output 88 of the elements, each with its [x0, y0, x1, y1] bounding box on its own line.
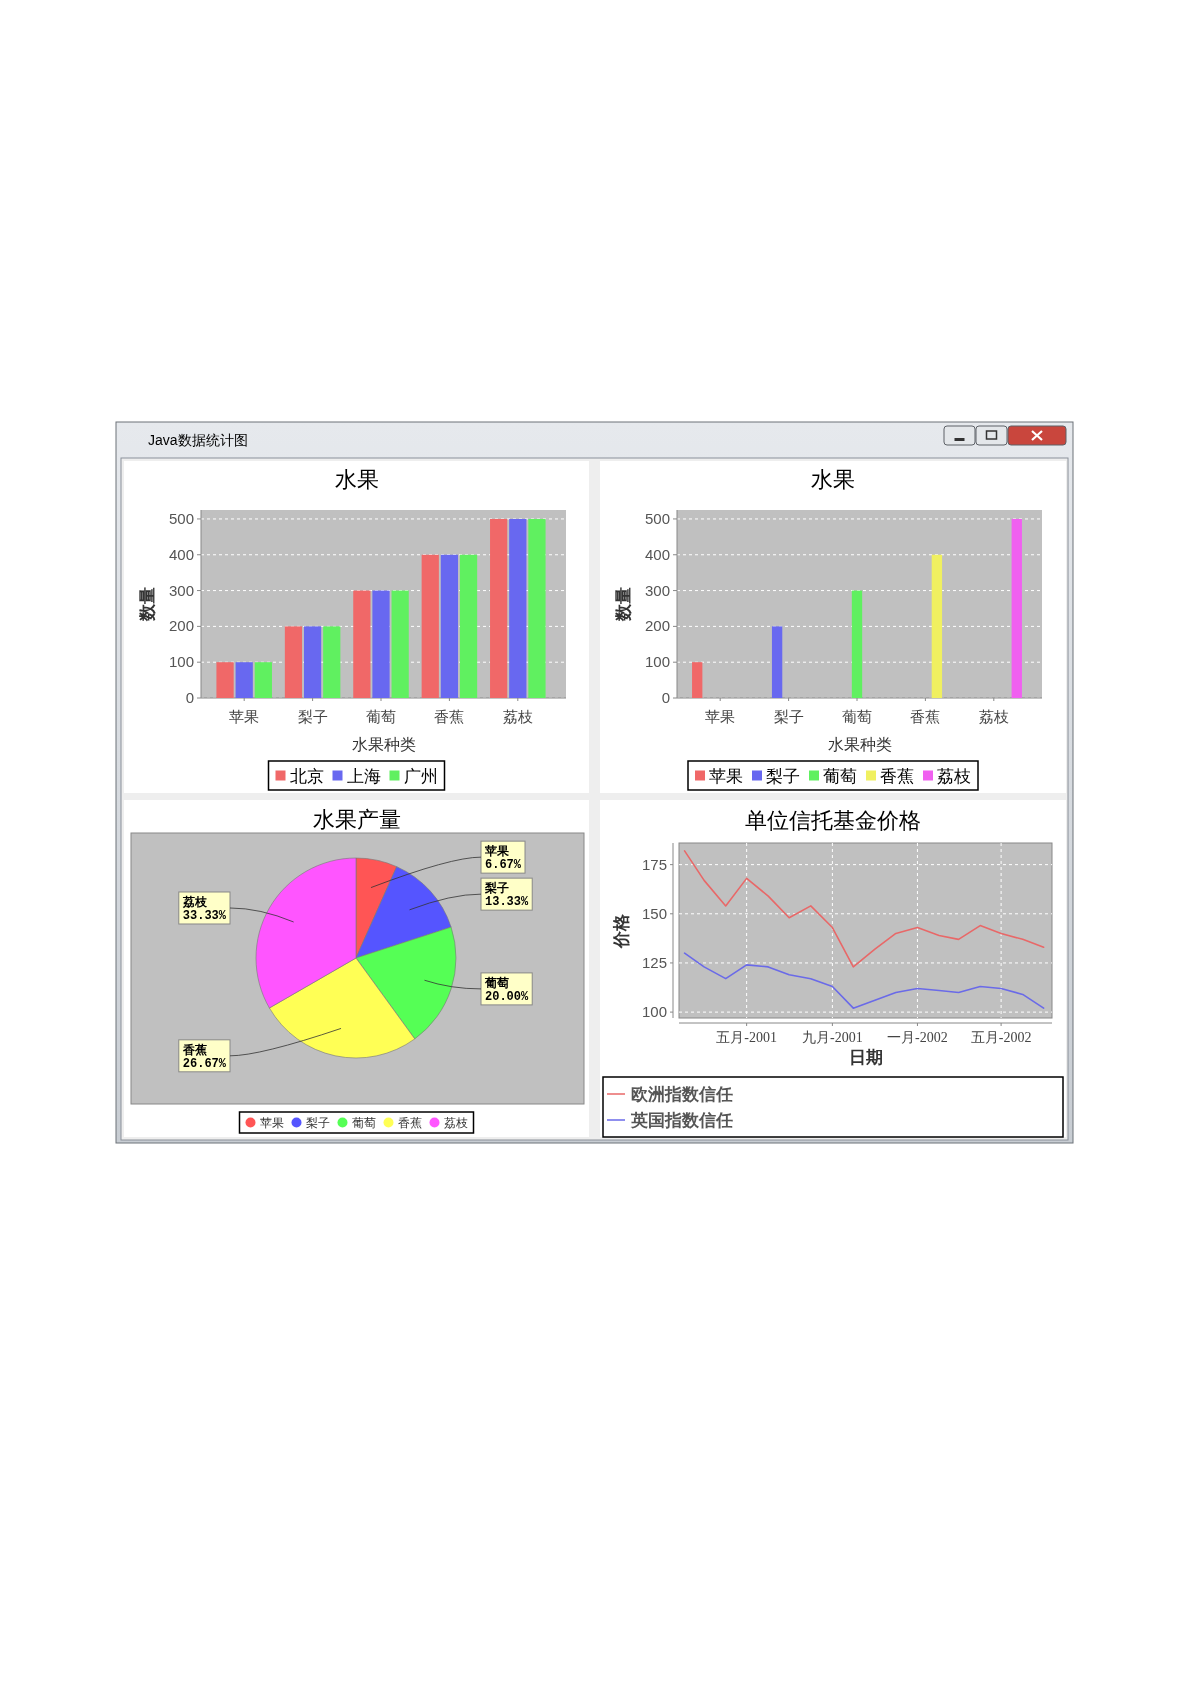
y-tick-label: 300: [168, 581, 194, 599]
y-tick-label: 500: [644, 509, 670, 527]
y-tick-label: 0: [185, 689, 194, 706]
bar: [216, 662, 234, 698]
chart-title: 水果产量: [312, 807, 401, 832]
line-series: [683, 850, 1045, 968]
bar: [440, 554, 459, 698]
legend-label: 英国指数信任: [630, 1111, 733, 1131]
slice-label: 香蕉: [181, 1042, 207, 1057]
slice-label: 荔枝: [181, 894, 208, 909]
x-tick-label: 葡萄: [366, 709, 396, 725]
y-tick-label: 0: [661, 689, 670, 706]
y-tick-label: 100: [644, 653, 670, 671]
data-label: 6.67%: [485, 858, 522, 873]
x-tick-label: 荔枝: [502, 709, 533, 725]
bar: [254, 662, 272, 698]
legend-label: 香蕉: [397, 1115, 422, 1130]
y-tick-label: 300: [644, 581, 670, 599]
x-tick-label: 苹果: [705, 709, 736, 725]
line-series: [683, 952, 1045, 1009]
legend-label: 梨子: [305, 1115, 330, 1130]
slice-label: 葡萄: [484, 975, 509, 990]
legend-label: 广州: [403, 766, 438, 786]
legend-label: 上海: [346, 766, 381, 786]
slice-label: 梨子: [484, 881, 509, 896]
x-tick-label: 香蕉: [434, 709, 465, 725]
bar: [323, 626, 341, 698]
legend-label: 葡萄: [823, 766, 857, 786]
x-tick-label: 五月-2001: [716, 1030, 777, 1045]
y-tick-label: 200: [168, 617, 194, 635]
x-tick-label: 梨子: [773, 709, 804, 725]
y-tick-label: 100: [641, 1003, 667, 1021]
legend-label: 欧洲指数信任: [631, 1085, 733, 1105]
y-tick-label: 125: [641, 953, 667, 971]
pie-label: 梨子 13.33%: [480, 877, 533, 911]
x-axis-title: 水果种类: [827, 736, 892, 753]
y-tick-label: 175: [641, 855, 667, 873]
x-tick-label: 香蕉: [910, 709, 941, 725]
legend-label: 荔枝: [937, 766, 971, 786]
chart-title: 水果: [811, 467, 855, 492]
y-tick-label: 200: [644, 617, 670, 635]
legend-label: 苹果: [259, 1115, 284, 1130]
legend-label: 北京: [289, 766, 324, 786]
bar: [459, 554, 478, 698]
bar: [303, 626, 322, 698]
x-tick-label: 梨子: [297, 709, 328, 725]
data-label: 33.33%: [182, 908, 227, 923]
y-tick-label: 150: [641, 904, 667, 922]
data-label: 26.67%: [182, 1056, 227, 1071]
y-tick-label: 100: [168, 653, 194, 671]
legend-label: 梨子: [766, 766, 800, 786]
x-tick-label: 五月-2002: [970, 1030, 1032, 1045]
y-axis-title: 数量: [614, 587, 633, 622]
bar: [490, 518, 508, 698]
bar: [353, 590, 371, 698]
y-tick-label: 500: [168, 509, 194, 527]
legend-label: 香蕉: [880, 766, 914, 786]
pie-label: 香蕉 26.67%: [178, 1039, 231, 1073]
bar: [372, 590, 390, 698]
legend-label: 苹果: [709, 766, 743, 786]
bar: [421, 554, 439, 698]
x-tick-label: 苹果: [229, 709, 260, 725]
text: Java数据统计图: [148, 432, 248, 448]
x-axis-title: 日期: [848, 1048, 883, 1067]
data-label: 20.00%: [485, 989, 530, 1004]
x-tick-label: 葡萄: [842, 709, 872, 725]
x-axis-title: 水果种类: [351, 736, 416, 753]
chart-title: 单位信托基金价格: [745, 808, 921, 833]
x-tick-label: 荔枝: [978, 709, 1009, 725]
bar: [391, 590, 409, 698]
y-axis-title: 价格: [612, 912, 631, 949]
data-label: 13.33%: [485, 895, 530, 910]
y-tick-label: 400: [168, 545, 194, 563]
y-axis-title: 数量: [138, 587, 157, 622]
pie-label: 荔枝 33.33%: [178, 891, 231, 925]
x-tick-label: 九月-2001: [802, 1030, 863, 1045]
bar: [284, 626, 303, 698]
y-tick-label: 400: [644, 545, 670, 563]
x-tick-label: 一月-2002: [887, 1030, 948, 1045]
pie-label: 苹果 6.67%: [480, 840, 526, 874]
chart-title: 水果: [334, 467, 379, 492]
bar: [528, 518, 546, 698]
slice-label: 苹果: [484, 844, 510, 859]
pie-label: 葡萄 20.00%: [480, 972, 533, 1006]
bar: [509, 518, 527, 698]
bar: [235, 662, 253, 698]
legend-label: 荔枝: [443, 1115, 468, 1130]
legend-label: 葡萄: [351, 1115, 376, 1130]
